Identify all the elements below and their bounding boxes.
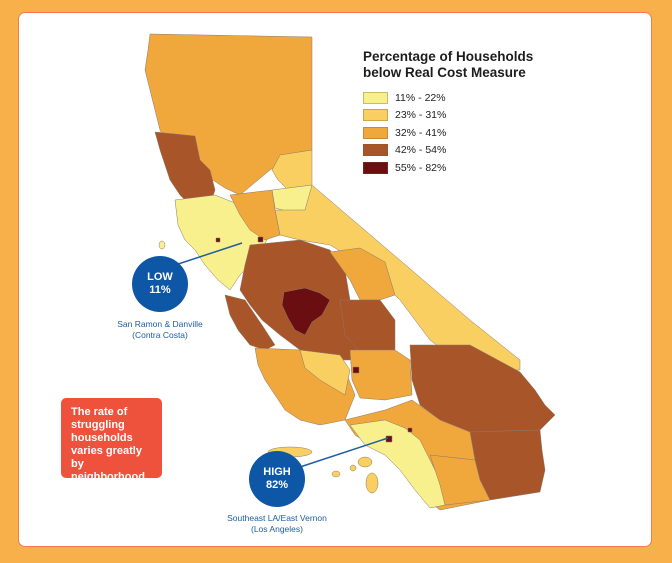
high-caption-line1: Southeast LA/East Vernon bbox=[227, 513, 327, 523]
high-marker-value: 82% bbox=[265, 479, 289, 491]
region-tulare-east bbox=[349, 349, 413, 401]
region-tulare-inyo bbox=[329, 247, 396, 301]
region-fresno bbox=[281, 287, 331, 336]
bay-island bbox=[158, 240, 166, 250]
low-marker-caption: San Ramon & Danville (Contra Costa) bbox=[80, 319, 240, 341]
channel-island-3 bbox=[365, 472, 379, 494]
legend-title-line1: Percentage of Households bbox=[363, 49, 534, 64]
region-kings bbox=[299, 349, 351, 396]
legend-item: 11% - 22% bbox=[363, 89, 573, 107]
callout-line1: The rate of bbox=[71, 406, 128, 418]
legend-item: 32% - 41% bbox=[363, 124, 573, 142]
legend-item: 55% - 82% bbox=[363, 159, 573, 177]
legend-item: 42% - 54% bbox=[363, 142, 573, 160]
region-san-bernardino bbox=[409, 344, 556, 433]
legend-label: 11% - 22% bbox=[395, 91, 446, 104]
region-sacramento bbox=[229, 189, 281, 241]
legend-swatch bbox=[363, 109, 388, 122]
callout-line5: neighborhood. bbox=[71, 471, 148, 483]
high-caption-line2: (Los Angeles) bbox=[251, 524, 303, 534]
legend-swatch bbox=[363, 126, 388, 139]
callout-line3: households bbox=[71, 432, 133, 444]
map-legend: Percentage of Households below Real Cost… bbox=[363, 49, 573, 177]
hotspot-sacramento bbox=[257, 236, 264, 243]
legend-title: Percentage of Households below Real Cost… bbox=[363, 49, 573, 81]
high-leader-line bbox=[299, 437, 389, 468]
legend-swatch bbox=[363, 144, 388, 157]
high-marker-caption: Southeast LA/East Vernon (Los Angeles) bbox=[197, 513, 357, 535]
high-marker-circle: HIGH 82% bbox=[249, 451, 305, 507]
low-marker-circle: LOW 11% bbox=[132, 256, 188, 312]
hotspot-oakland bbox=[215, 237, 221, 243]
channel-island-4 bbox=[349, 464, 357, 472]
low-caption-line1: San Ramon & Danville bbox=[117, 319, 203, 329]
legend-title-line2: below Real Cost Measure bbox=[363, 65, 526, 80]
channel-island-2 bbox=[357, 456, 373, 468]
region-san-diego bbox=[429, 454, 491, 506]
legend-label: 32% - 41% bbox=[395, 126, 447, 139]
legend-label: 55% - 82% bbox=[395, 161, 447, 174]
hotspot-la-2 bbox=[407, 427, 413, 433]
channel-island-5 bbox=[331, 470, 341, 478]
legend-swatch bbox=[363, 91, 388, 104]
low-marker-value: 11% bbox=[149, 284, 171, 296]
legend-item: 23% - 31% bbox=[363, 107, 573, 125]
legend-swatch bbox=[363, 161, 388, 174]
legend-label: 42% - 54% bbox=[395, 144, 447, 157]
callout-line4: varies greatly by bbox=[71, 445, 142, 470]
high-marker-level: HIGH bbox=[263, 466, 291, 478]
hotspot-bakersfield bbox=[352, 366, 360, 374]
callout-box: The rate of struggling households varies… bbox=[61, 398, 162, 483]
low-caption-line2: (Contra Costa) bbox=[132, 330, 188, 340]
legend-label: 23% - 31% bbox=[395, 109, 447, 122]
low-marker-level: LOW bbox=[147, 271, 173, 283]
callout-line2: struggling bbox=[71, 419, 125, 431]
